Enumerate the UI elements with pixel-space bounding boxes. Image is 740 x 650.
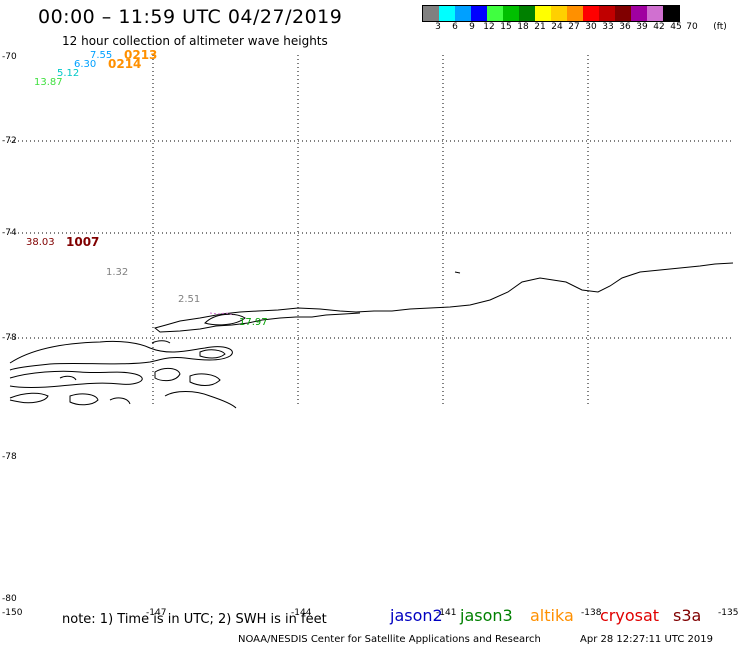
- scale-swatch-27: [551, 6, 567, 21]
- lat-label: -70: [2, 52, 17, 62]
- scale-label: 42: [653, 22, 665, 32]
- scale-label: 12: [483, 22, 495, 32]
- time-label: 1007: [66, 235, 100, 249]
- time-label: 0213: [124, 48, 158, 62]
- scale-label: 45: [670, 22, 682, 32]
- lat-label: -78: [2, 333, 17, 343]
- scale-swatch-24: [535, 6, 551, 21]
- scale-swatch-70: [663, 6, 679, 21]
- scale-label: 30: [585, 22, 597, 32]
- scale-label: 70: [686, 22, 698, 32]
- wave-height-value: 17.97: [239, 317, 268, 328]
- scale-label: 3: [435, 22, 441, 32]
- wave-height-value: 13.87: [34, 77, 63, 88]
- scale-label: 9: [469, 22, 475, 32]
- lat-label: -74: [2, 228, 17, 238]
- scale-label: 21: [534, 22, 546, 32]
- scale-swatch-30: [567, 6, 583, 21]
- generated-timestamp: Apr 28 12:27:11 UTC 2019: [580, 634, 713, 645]
- wave-height-value: 38.03: [26, 237, 55, 248]
- lat-label: -80: [2, 594, 17, 604]
- lon-label: -147: [146, 608, 167, 618]
- scale-label: 6: [452, 22, 458, 32]
- coastline: [9, 262, 734, 409]
- wave-height-value: 5.12: [57, 68, 80, 79]
- scale-swatch-39: [615, 6, 631, 21]
- scale-swatch-36: [599, 6, 615, 21]
- wave-height-color-scale: [422, 5, 680, 22]
- legend-jason3: jason3: [460, 606, 513, 625]
- scale-label: 27: [568, 22, 580, 32]
- altimeter-track: [209, 312, 235, 316]
- graticule: [10, 55, 733, 405]
- scale-swatch-9: [455, 6, 471, 21]
- wave-height-value: 6.30: [74, 59, 97, 70]
- scale-swatch-12: [471, 6, 487, 21]
- scale-label: 15: [500, 22, 512, 32]
- scale-label: 18: [517, 22, 529, 32]
- scale-swatch-6: [439, 6, 455, 21]
- map-title: 00:00 – 11:59 UTC 04/27/2019: [38, 6, 343, 28]
- legend-jason2: jason2: [390, 606, 443, 625]
- lon-label: -141: [436, 608, 457, 618]
- map-subtitle: 12 hour collection of altimeter wave hei…: [62, 34, 328, 48]
- scale-unit-label: (ft): [713, 22, 727, 32]
- scale-swatch-21: [519, 6, 535, 21]
- scale-labels: 3 6 9 12 15 18 21 24 27 30 33 36 39 42 4…: [0, 22, 740, 36]
- lat-label: -72: [2, 136, 17, 146]
- lon-label: -150: [2, 608, 23, 618]
- legend-s3a: s3a: [673, 606, 702, 625]
- scale-label: 36: [619, 22, 631, 32]
- scale-swatch-33: [583, 6, 599, 21]
- scale-label: 33: [602, 22, 614, 32]
- scale-label: 39: [636, 22, 648, 32]
- scale-swatch-18: [503, 6, 519, 21]
- footer-note: note: 1) Time is in UTC; 2) SWH is in fe…: [62, 612, 327, 627]
- lon-label: -144: [291, 608, 312, 618]
- scale-swatch-45: [647, 6, 663, 21]
- scale-swatch-3: [423, 6, 439, 21]
- lon-label: -138: [581, 608, 602, 618]
- lat-label: -78: [2, 452, 17, 462]
- scale-swatch-42: [631, 6, 647, 21]
- credit-line: NOAA/NESDIS Center for Satellite Applica…: [238, 634, 541, 645]
- legend-cryosat: cryosat: [600, 606, 660, 625]
- wave-height-value: 7.55: [90, 50, 113, 61]
- legend-altika: altika: [530, 606, 574, 625]
- wave-height-value: 1.32: [106, 267, 129, 278]
- lon-label: -135: [718, 608, 739, 618]
- time-label: 0214: [108, 57, 142, 71]
- scale-label: 24: [551, 22, 563, 32]
- wave-height-value: 2.51: [178, 294, 201, 305]
- scale-swatch-15: [487, 6, 503, 21]
